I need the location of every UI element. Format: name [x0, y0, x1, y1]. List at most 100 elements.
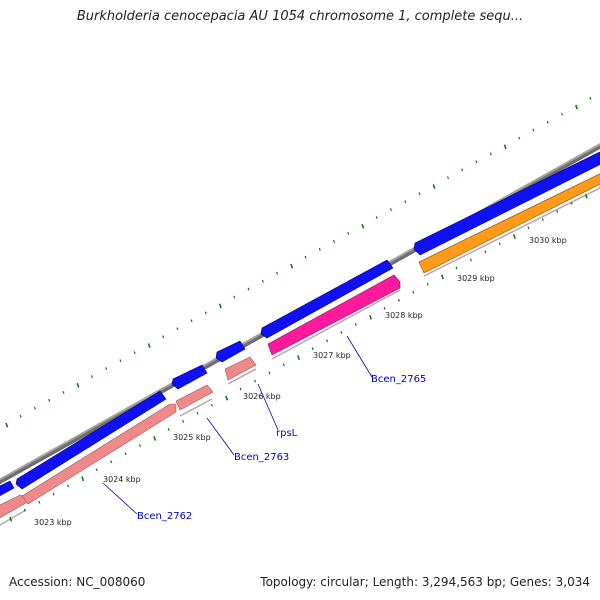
tick-label-3026: 3026 kbp	[243, 392, 281, 401]
tick-mark	[204, 311, 207, 315]
ruler-tick-row	[9, 186, 600, 522]
tick-mark	[318, 247, 321, 251]
tick-mark	[225, 395, 229, 401]
length-label: Length:	[372, 575, 419, 589]
tick-mark	[95, 468, 98, 472]
tick-mark	[383, 306, 386, 310]
tick-mark	[333, 239, 336, 243]
gene-label-bcen-2762[interactable]: Bcen_2762	[137, 511, 192, 522]
tick-mark	[575, 104, 578, 110]
gene-label-bcen-2763[interactable]: Bcen_2763	[234, 452, 289, 463]
tick-mark	[190, 319, 193, 323]
tick-mark	[105, 367, 108, 371]
tick-mark	[560, 112, 563, 116]
reverse-gene-4[interactable]	[224, 356, 257, 381]
tick-mark	[52, 492, 55, 496]
forward-gene-5[interactable]	[260, 259, 394, 339]
tick-mark	[518, 136, 521, 140]
tick-mark	[447, 176, 449, 180]
tick-mark	[484, 250, 487, 254]
topology-label: Topology:	[260, 575, 317, 589]
tick-mark	[390, 208, 393, 212]
tick-mark	[546, 120, 549, 124]
tick-mark	[233, 295, 236, 299]
tick-mark	[369, 314, 372, 320]
tick-mark	[556, 209, 559, 213]
tick-mark	[347, 232, 350, 235]
reverse-gene-1[interactable]	[0, 494, 27, 520]
tick-mark	[541, 218, 544, 222]
reverse-gene-6[interactable]	[418, 164, 600, 274]
tick-mark	[62, 390, 65, 394]
topology-value: circular	[320, 575, 365, 589]
tick-mark	[196, 411, 199, 415]
forward-gene-6[interactable]	[413, 142, 600, 256]
forward-genes	[0, 142, 600, 499]
tick-mark	[133, 351, 136, 355]
tick-mark	[48, 398, 51, 402]
tick-mark	[9, 516, 13, 522]
tick-mark	[475, 160, 478, 164]
reverse-gene-2[interactable]	[21, 403, 177, 505]
tick-mark	[404, 200, 407, 204]
forward-gene-4[interactable]	[215, 340, 246, 363]
tick-mark	[218, 303, 222, 309]
tick-mark	[176, 327, 179, 331]
reverse-gene-3[interactable]	[175, 384, 214, 411]
tick-mark	[290, 263, 294, 269]
tick-mark	[276, 271, 279, 275]
tick-mark	[461, 168, 464, 172]
gene-labels: Bcen_2762 Bcen_2763 rpsL Bcen_2765	[137, 374, 426, 522]
reverse-gene-5[interactable]	[267, 274, 401, 356]
tick-mark	[297, 355, 301, 361]
tick-mark	[455, 266, 458, 270]
tick-mark	[375, 216, 378, 220]
tick-mark	[304, 255, 307, 259]
tick-label-3023: 3023 kbp	[34, 518, 72, 527]
length-value: 3,294,563 bp	[421, 575, 502, 589]
tick-mark	[426, 282, 429, 286]
accession-info: Accession: NC_008060	[9, 575, 145, 589]
ruler-labels: 3023 kbp 3024 kbp 3025 kbp 3026 kbp 3027…	[34, 236, 567, 527]
forward-gene-3[interactable]	[171, 364, 208, 390]
sequence-stats: Topology: circular; Length: 3,294,563 bp…	[260, 575, 590, 589]
gene-label-bcen-2765[interactable]: Bcen_2765	[371, 374, 426, 385]
tick-mark	[498, 242, 501, 246]
tick-mark	[138, 444, 141, 448]
tick-label-3024: 3024 kbp	[103, 475, 141, 484]
tick-mark	[124, 452, 127, 456]
gene-label-rpsl[interactable]: rpsL	[276, 428, 298, 439]
tick-mark	[76, 382, 80, 388]
tick-mark	[340, 331, 343, 335]
accession-label: Accession:	[9, 575, 73, 589]
tick-mark	[119, 359, 122, 363]
tick-mark	[182, 419, 185, 423]
tick-mark	[23, 508, 26, 512]
tick-label-3025: 3025 kbp	[173, 433, 211, 442]
tick-label-3027: 3027 kbp	[313, 351, 351, 360]
tick-mark	[254, 379, 257, 383]
tick-mark	[110, 460, 113, 464]
forward-gene-1[interactable]	[0, 480, 15, 499]
tick-mark	[361, 223, 365, 229]
tick-mark	[532, 128, 535, 132]
tick-mark	[67, 484, 69, 488]
reverse-genes	[0, 164, 600, 526]
tick-mark	[239, 387, 242, 391]
tick-mark	[570, 201, 573, 205]
tick-mark	[584, 193, 588, 199]
tick-mark	[326, 339, 329, 343]
tick-mark	[210, 403, 213, 407]
forward-gene-2[interactable]	[15, 390, 167, 490]
tick-mark	[19, 414, 22, 418]
tick-mark	[247, 287, 250, 291]
tick-mark	[81, 476, 85, 482]
tick-mark	[418, 192, 421, 196]
sequence-title: Burkholderia cenocepacia AU 1054 chromos…	[76, 9, 524, 24]
accession-value: NC_008060	[76, 575, 146, 589]
tick-mark	[33, 406, 36, 410]
tick-mark	[38, 500, 41, 504]
tick-label-3029: 3029 kbp	[457, 274, 495, 283]
tick-mark	[268, 371, 271, 375]
